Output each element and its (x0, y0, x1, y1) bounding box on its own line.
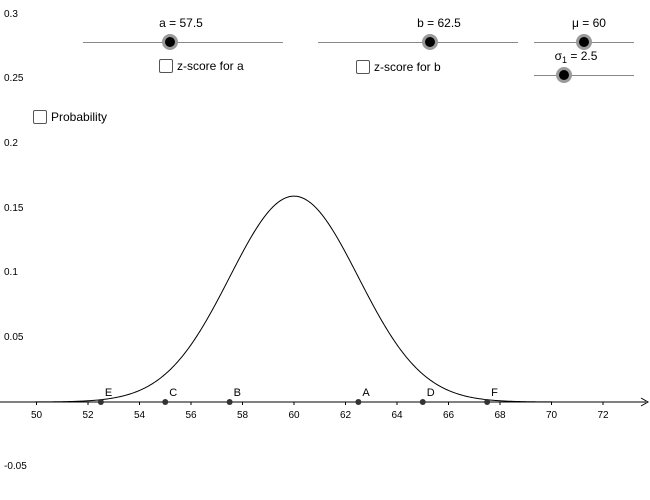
x-tick-label: 58 (237, 410, 249, 421)
point-label-D: D (427, 387, 435, 399)
z-score-b-label: z-score for b (374, 60, 441, 74)
slider-a-track[interactable] (83, 42, 283, 43)
point-label-E: E (105, 387, 112, 399)
point-C (162, 399, 169, 405)
x-tick-label: 52 (82, 410, 94, 421)
probability-checkbox[interactable]: Probability (33, 110, 107, 124)
sigma-value-text: = 2.5 (567, 49, 598, 63)
y-tick-label: 0.1 (4, 267, 18, 278)
slider-b-track[interactable] (318, 42, 518, 43)
point-label-A: A (362, 387, 370, 399)
density-curve (0, 195, 640, 403)
checkbox-box[interactable] (159, 59, 173, 73)
y-tick-label: 0.25 (4, 73, 24, 84)
slider-a-knob[interactable] (162, 34, 178, 50)
x-axis-arrow (640, 397, 650, 407)
x-tick-label: 50 (31, 410, 43, 421)
x-tick-label: 68 (494, 410, 506, 421)
x-tick-label: 56 (185, 410, 197, 421)
y-tick-label: 0.2 (4, 138, 18, 149)
point-label-F: F (491, 387, 498, 399)
slider-sigma-track[interactable] (534, 75, 634, 76)
point-F (484, 399, 491, 405)
y-tick-label: 0.3 (4, 9, 18, 20)
checkbox-box[interactable] (356, 60, 370, 74)
x-tick-label: 54 (134, 410, 146, 421)
x-tick-label: 66 (443, 410, 455, 421)
point-A (355, 399, 362, 405)
sigma-symbol: σ (554, 49, 563, 63)
point-label-B: B (234, 387, 241, 399)
slider-mu-knob[interactable] (576, 34, 592, 50)
y-tick-label: 0.05 (4, 332, 24, 343)
x-tick-label: 64 (391, 410, 403, 421)
point-E (97, 399, 104, 405)
y-tick-label: 0.15 (4, 203, 24, 214)
z-score-a-label: z-score for a (177, 59, 244, 73)
x-tick-label: 70 (546, 410, 558, 421)
slider-mu-label: μ = 60 (572, 16, 606, 30)
slider-b-knob[interactable] (422, 34, 438, 50)
sigma-subscript: 1 (562, 55, 568, 65)
probability-label: Probability (51, 110, 108, 124)
slider-b-label: b = 62.5 (417, 16, 461, 30)
point-B (226, 399, 233, 405)
slider-sigma-knob[interactable] (556, 67, 572, 83)
slider-a-label: a = 57.5 (159, 16, 203, 30)
slider-sigma-label: σ1 = 2.5 (555, 50, 598, 66)
x-tick-label: 60 (288, 410, 300, 421)
point-D (419, 399, 426, 405)
z-score-b-checkbox[interactable]: z-score for b (356, 60, 441, 74)
y-tick-label: -0.05 (4, 461, 27, 472)
checkbox-box[interactable] (33, 110, 47, 124)
point-label-C: C (169, 387, 177, 399)
x-tick-label: 62 (340, 410, 352, 421)
z-score-a-checkbox[interactable]: z-score for a (159, 59, 244, 73)
x-tick-label: 72 (597, 410, 609, 421)
